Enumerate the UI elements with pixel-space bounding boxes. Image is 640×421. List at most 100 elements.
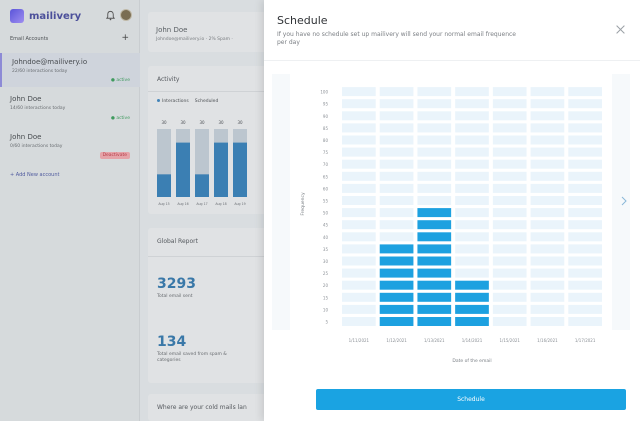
empty-slot[interactable] — [492, 244, 527, 254]
empty-slot[interactable] — [492, 123, 527, 133]
empty-slot[interactable] — [417, 111, 452, 121]
brand[interactable]: mailivery — [10, 9, 81, 23]
empty-slot[interactable] — [455, 256, 489, 266]
account-status-badge[interactable]: Deactivate — [99, 152, 130, 159]
bar-block[interactable] — [379, 304, 414, 314]
empty-slot[interactable] — [568, 111, 602, 121]
empty-slot[interactable] — [342, 220, 376, 230]
empty-slot[interactable] — [530, 87, 565, 97]
account-item-2[interactable]: John Doe 14/60 interactions today ● acti… — [0, 95, 140, 125]
empty-slot[interactable] — [568, 292, 602, 302]
empty-slot[interactable] — [530, 183, 565, 193]
empty-slot[interactable] — [568, 171, 602, 181]
empty-slot[interactable] — [342, 87, 376, 97]
empty-slot[interactable] — [379, 159, 414, 169]
empty-slot[interactable] — [342, 196, 376, 205]
empty-slot[interactable] — [455, 123, 489, 133]
empty-slot[interactable] — [379, 183, 414, 193]
empty-slot[interactable] — [417, 87, 452, 97]
empty-slot[interactable] — [379, 135, 414, 145]
empty-slot[interactable] — [492, 147, 527, 157]
empty-slot[interactable] — [530, 159, 565, 169]
empty-slot[interactable] — [568, 280, 602, 290]
empty-slot[interactable] — [492, 280, 527, 290]
empty-slot[interactable] — [455, 268, 489, 278]
empty-slot[interactable] — [530, 304, 565, 314]
empty-slot[interactable] — [492, 135, 527, 145]
empty-slot[interactable] — [455, 196, 489, 205]
schedule-button[interactable]: Schedule — [316, 389, 626, 410]
empty-slot[interactable] — [455, 183, 489, 193]
empty-slot[interactable] — [492, 317, 527, 326]
empty-slot[interactable] — [568, 244, 602, 254]
empty-slot[interactable] — [568, 135, 602, 145]
empty-slot[interactable] — [455, 135, 489, 145]
empty-slot[interactable] — [492, 268, 527, 278]
account-item-3[interactable]: John Doe 0/60 interactions today Deactiv… — [0, 133, 140, 163]
empty-slot[interactable] — [417, 159, 452, 169]
empty-slot[interactable] — [417, 147, 452, 157]
bar-block[interactable] — [379, 292, 414, 302]
empty-slot[interactable] — [492, 196, 527, 205]
empty-slot[interactable] — [492, 99, 527, 109]
empty-slot[interactable] — [342, 292, 376, 302]
bar-block[interactable] — [417, 244, 452, 254]
empty-slot[interactable] — [379, 232, 414, 242]
bar-block[interactable] — [417, 268, 452, 278]
empty-slot[interactable] — [530, 123, 565, 133]
empty-slot[interactable] — [379, 147, 414, 157]
empty-slot[interactable] — [455, 244, 489, 254]
empty-slot[interactable] — [455, 208, 489, 218]
bell-icon[interactable] — [105, 10, 116, 21]
empty-slot[interactable] — [568, 159, 602, 169]
empty-slot[interactable] — [455, 220, 489, 230]
empty-slot[interactable] — [342, 111, 376, 121]
empty-slot[interactable] — [492, 208, 527, 218]
empty-slot[interactable] — [455, 99, 489, 109]
empty-slot[interactable] — [530, 196, 565, 205]
empty-slot[interactable] — [530, 244, 565, 254]
empty-slot[interactable] — [492, 171, 527, 181]
empty-slot[interactable] — [417, 135, 452, 145]
empty-slot[interactable] — [342, 280, 376, 290]
bar-block[interactable] — [417, 317, 452, 326]
empty-slot[interactable] — [568, 123, 602, 133]
empty-slot[interactable] — [342, 208, 376, 218]
bar-block[interactable] — [379, 317, 414, 326]
empty-slot[interactable] — [492, 304, 527, 314]
empty-slot[interactable] — [379, 208, 414, 218]
empty-slot[interactable] — [568, 317, 602, 326]
empty-slot[interactable] — [492, 183, 527, 193]
empty-slot[interactable] — [455, 111, 489, 121]
empty-slot[interactable] — [492, 220, 527, 230]
empty-slot[interactable] — [342, 232, 376, 242]
account-item-1[interactable]: Johndoe@mailivery.io 22/60 interactions … — [0, 53, 140, 87]
empty-slot[interactable] — [417, 183, 452, 193]
bar-block[interactable] — [379, 256, 414, 266]
empty-slot[interactable] — [342, 147, 376, 157]
empty-slot[interactable] — [568, 220, 602, 230]
empty-slot[interactable] — [530, 111, 565, 121]
bar-block[interactable] — [455, 317, 489, 326]
bar-block[interactable] — [417, 292, 452, 302]
bar-block[interactable] — [417, 304, 452, 314]
add-account-plus-icon[interactable]: + — [121, 33, 129, 43]
empty-slot[interactable] — [530, 268, 565, 278]
empty-slot[interactable] — [568, 87, 602, 97]
empty-slot[interactable] — [568, 304, 602, 314]
bar-block[interactable] — [455, 292, 489, 302]
empty-slot[interactable] — [455, 87, 489, 97]
empty-slot[interactable] — [417, 196, 452, 205]
empty-slot[interactable] — [342, 123, 376, 133]
empty-slot[interactable] — [492, 159, 527, 169]
bar-block[interactable] — [379, 268, 414, 278]
empty-slot[interactable] — [568, 268, 602, 278]
empty-slot[interactable] — [342, 256, 376, 266]
close-icon[interactable] — [615, 24, 627, 36]
bar-block[interactable] — [379, 244, 414, 254]
empty-slot[interactable] — [342, 268, 376, 278]
empty-slot[interactable] — [417, 171, 452, 181]
empty-slot[interactable] — [379, 111, 414, 121]
empty-slot[interactable] — [379, 99, 414, 109]
empty-slot[interactable] — [492, 292, 527, 302]
